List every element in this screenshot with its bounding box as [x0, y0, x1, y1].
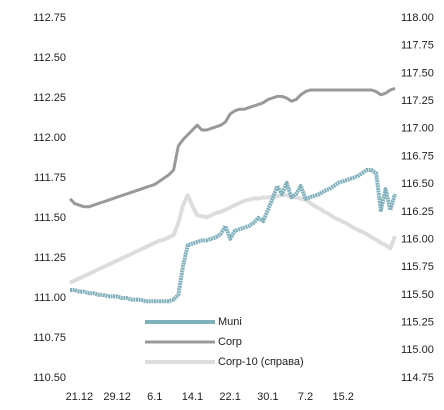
x-tick-label: 21.12: [66, 391, 94, 403]
y2-tick-label: 116.50: [401, 178, 434, 190]
legend-label: Corp-10 (справа): [218, 356, 304, 368]
y-tick-label: 112.25: [33, 92, 66, 104]
x-tick-label: 7.2: [298, 391, 313, 403]
x-tick-label: 15.2: [332, 391, 353, 403]
y2-tick-label: 116.25: [401, 206, 434, 218]
y-tick-label: 111.75: [34, 172, 66, 184]
y2-tick-label: 115.25: [401, 317, 434, 329]
y-tick-label: 112.00: [33, 132, 66, 144]
legend-label: Corp: [218, 336, 242, 348]
series-line: [69, 193, 397, 285]
x-tick-label: 14.1: [182, 391, 203, 403]
y2-tick-label: 115.50: [401, 289, 434, 301]
x-tick-label: 22.1: [219, 391, 240, 403]
y2-tick-label: 117.50: [401, 67, 434, 79]
y-tick-label: 112.75: [33, 12, 66, 24]
y-tick-label: 110.50: [33, 372, 66, 384]
legend-label: Muni: [218, 316, 242, 328]
y2-tick-label: 115.75: [401, 261, 434, 273]
series-line: [68, 86, 396, 209]
y2-tick-label: 115.00: [401, 344, 434, 356]
x-tick-label: 29.12: [103, 391, 131, 403]
y2-tick-label: 116.00: [401, 233, 434, 245]
y-tick-label: 110.75: [33, 332, 66, 344]
y2-tick-label: 117.75: [401, 40, 434, 52]
y-tick-label: 112.50: [33, 52, 66, 64]
x-tick-label: 30.1: [257, 391, 278, 403]
y-tick-label: 111.00: [34, 292, 66, 304]
series-line: [70, 168, 397, 304]
y2-tick-label: 114.75: [401, 372, 434, 384]
y2-tick-label: 116.75: [401, 150, 434, 162]
y-tick-label: 111.25: [34, 252, 66, 264]
x-tick-label: 6.1: [147, 391, 162, 403]
y2-tick-label: 118.00: [401, 12, 434, 24]
y2-tick-label: 117.00: [401, 123, 434, 135]
y-tick-label: 111.50: [34, 212, 66, 224]
y2-tick-label: 117.25: [401, 95, 434, 107]
